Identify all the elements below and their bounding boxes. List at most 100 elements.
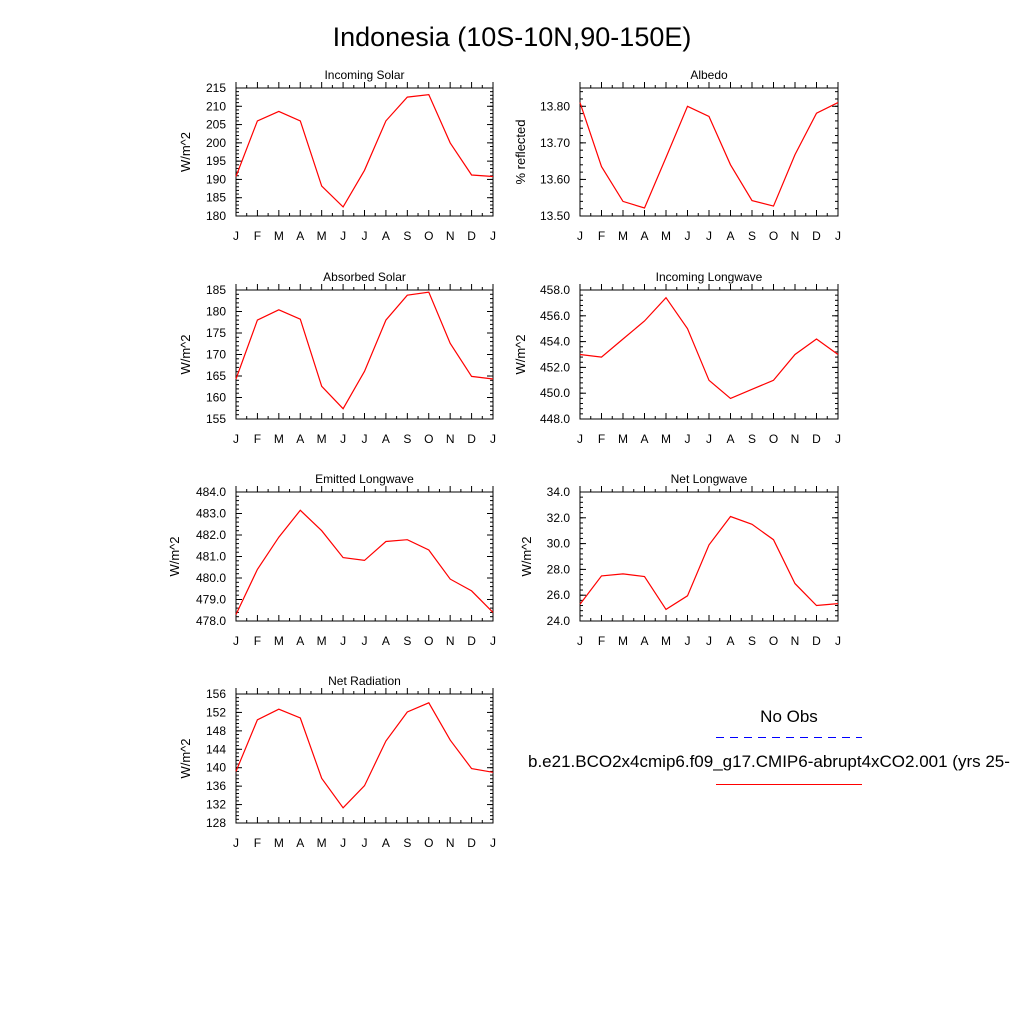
x-tick-label: A [640,432,648,446]
x-tick-label: A [382,634,390,648]
series-line [235,291,494,410]
x-tick-label: A [296,634,304,648]
x-tick-label: N [446,229,455,243]
x-tick-label: D [467,634,476,648]
x-tick-label: O [424,836,433,850]
x-tick-label: J [362,229,368,243]
x-tick-label: A [296,432,304,446]
y-tick-label: 13.60 [540,172,570,186]
plot-frame [579,491,839,622]
y-tick-label: 13.80 [540,99,570,113]
y-tick-label: 195 [206,154,226,168]
y-tick-label: 483.0 [196,507,226,521]
y-tick-label: 484.0 [196,485,226,499]
y-tick-label: 210 [206,99,226,113]
x-tick-label: F [598,634,605,648]
x-tick-label: D [812,634,821,648]
x-tick-label: A [382,836,390,850]
x-tick-label: D [467,836,476,850]
y-tick-label: 30.0 [547,537,571,551]
x-tick-label: J [233,634,239,648]
x-tick-label: M [317,634,327,648]
x-tick-label: F [598,229,605,243]
x-tick-label: N [791,432,800,446]
x-tick-label: S [403,432,411,446]
x-tick-label: D [812,432,821,446]
y-tick-label: 132 [206,798,226,812]
x-tick-label: A [640,229,648,243]
x-tick-label: J [706,229,712,243]
x-tick-label: J [490,836,496,850]
x-tick-label: O [424,432,433,446]
y-axis-label: W/m^2 [178,132,193,172]
chart-panel-2: J F M A M J J A S O N D J13.8013.7013.6013.50Albedo%… [513,68,841,243]
y-tick-label: 128 [206,816,226,830]
x-tick-label: J [706,432,712,446]
x-tick-label: J [577,634,583,648]
x-tick-label: M [274,634,284,648]
x-tick-label: J [340,836,346,850]
x-tick-label: D [812,229,821,243]
y-tick-label: 165 [206,369,226,383]
series-line [235,702,494,809]
x-tick-label: S [748,634,756,648]
x-tick-label: F [598,432,605,446]
x-tick-label: J [362,836,368,850]
panel-title: Incoming Solar [324,68,404,82]
chart-panel-4: J F M A M J J A S O N D J458.0456.0454.0452.0450.044… [513,270,841,446]
x-tick-label: A [382,229,390,243]
x-tick-label: J [340,229,346,243]
legend-model-label: b.e21.BCO2x4cmip6.f09_g17.CMIP6-abrupt4x… [528,752,1010,771]
legend: No Obs b.e21.BCO2x4cmip6.f09_g17.CMIP6-a… [528,707,1010,785]
x-tick-label: N [791,229,800,243]
chart-panel-7: J F M A M J J A S O N D J156152148144140136132128Net… [178,674,496,850]
x-tick-label: O [769,229,778,243]
x-tick-label: N [446,836,455,850]
x-tick-label: J [490,229,496,243]
x-tick-label: J [490,634,496,648]
x-tick-label: J [835,432,841,446]
panel-title: Albedo [690,68,728,82]
x-tick-label: J [233,432,239,446]
chart-panel-6: J F M A M J J A S O N D J34.032.030.028.026.024.0Net… [519,472,841,648]
plot-frame [235,289,494,420]
x-tick-label: O [769,432,778,446]
x-tick-label: A [296,836,304,850]
y-tick-label: 454.0 [540,335,570,349]
x-tick-label: J [362,634,368,648]
y-tick-label: 160 [206,391,226,405]
y-tick-label: 185 [206,191,226,205]
x-tick-label: M [317,836,327,850]
x-tick-label: O [424,634,433,648]
y-tick-label: 155 [206,412,226,426]
y-tick-label: 152 [206,705,226,719]
x-tick-label: F [254,836,261,850]
y-tick-label: 180 [206,305,226,319]
plot-frame [579,87,839,217]
series-line [579,515,839,611]
y-tick-label: 482.0 [196,528,226,542]
x-tick-label: D [467,432,476,446]
y-tick-label: 190 [206,172,226,186]
x-tick-label: J [835,229,841,243]
x-tick-label: S [403,836,411,850]
y-tick-label: 175 [206,326,226,340]
x-tick-label: J [685,634,691,648]
x-tick-label: S [748,432,756,446]
panel-title: Net Radiation [328,674,401,688]
x-tick-label: O [424,229,433,243]
x-tick-label: J [685,229,691,243]
x-tick-label: S [403,229,411,243]
y-tick-label: 32.0 [547,511,571,525]
plot-frame [579,289,839,420]
y-tick-label: 144 [206,742,226,756]
x-tick-label: M [317,229,327,243]
x-tick-label: S [403,634,411,648]
y-tick-label: 140 [206,761,226,775]
x-tick-label: A [640,634,648,648]
y-tick-label: 170 [206,348,226,362]
x-tick-label: J [233,229,239,243]
x-tick-label: A [382,432,390,446]
x-tick-label: M [661,634,671,648]
